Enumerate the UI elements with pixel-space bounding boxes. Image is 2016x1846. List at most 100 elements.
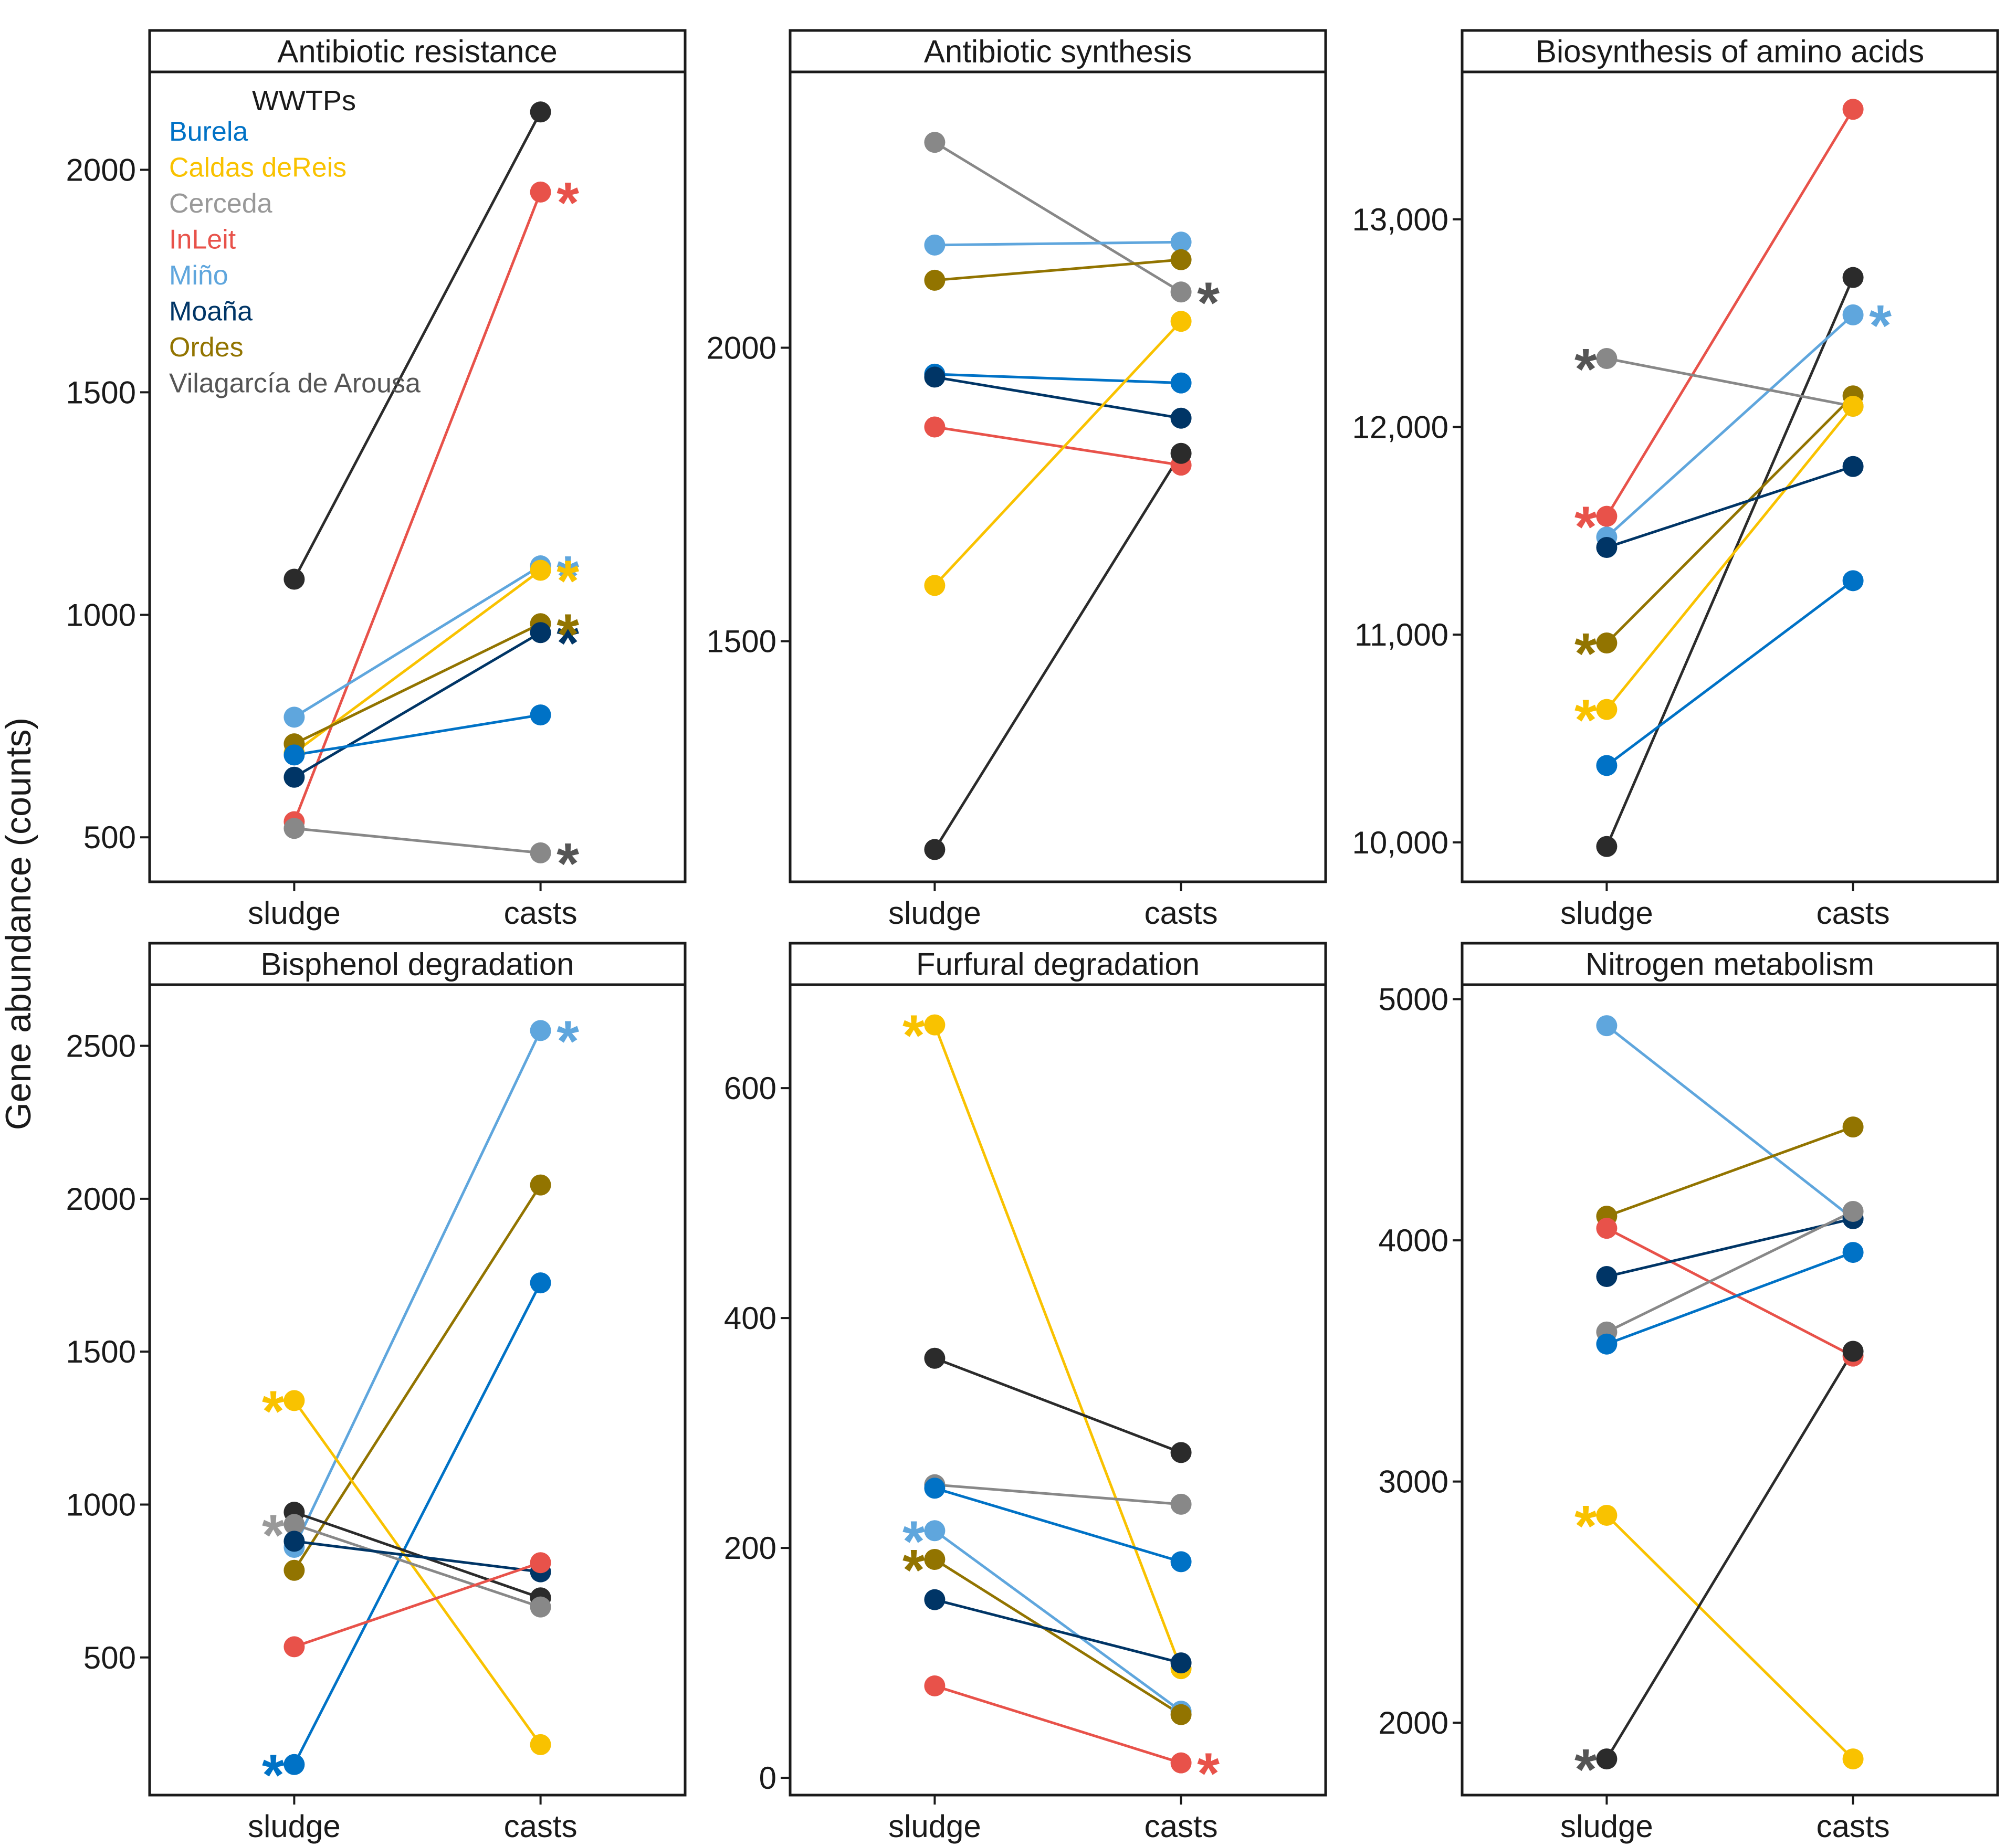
panel-4-significance-star-caldas-dereis: * bbox=[262, 1379, 285, 1443]
legend-entry-ordes: Ordes bbox=[169, 332, 244, 363]
panel-3-y-tick-label: 11,000 bbox=[1354, 617, 1448, 652]
panel-6-plot-area bbox=[1461, 983, 1999, 1797]
panel-6-point-moana-sludge bbox=[1596, 1266, 1618, 1288]
panel-3-line-caldas-dereis bbox=[1605, 405, 1854, 711]
panel-4-point-moana-sludge bbox=[284, 1531, 305, 1552]
panel-4-point-mino-casts bbox=[530, 1020, 551, 1041]
panel-1-y-tick-label: 1500 bbox=[66, 375, 136, 410]
panel-6-line-mino bbox=[1605, 1025, 1854, 1220]
panel-6-point-vilagarcia-de-arousa-sludge bbox=[1596, 1748, 1618, 1770]
panel-6-y-tick-label: 2000 bbox=[1379, 1705, 1448, 1740]
panel-1-title: Antibiotic resistance bbox=[277, 34, 558, 69]
panel-6-x-tick-label: casts bbox=[1816, 1809, 1890, 1844]
panel-1-point-moana-sludge bbox=[284, 766, 305, 788]
panel-3-line-mino bbox=[1605, 314, 1854, 539]
panel-5-point-vilagarcia-de-arousa-casts bbox=[1170, 1442, 1192, 1463]
panel-6-x-tick-label: sludge bbox=[1560, 1809, 1653, 1844]
panel-5-y-tick-label: 0 bbox=[759, 1760, 776, 1796]
panel-1-point-inleit-casts bbox=[530, 181, 551, 203]
panel-5-line-inleit bbox=[934, 1684, 1182, 1765]
panel-4-line-moana bbox=[294, 1539, 541, 1574]
panel-3-point-inleit-casts bbox=[1842, 99, 1864, 120]
panel-5-y-tick-label: 600 bbox=[724, 1071, 776, 1106]
panel-1-point-moana-casts bbox=[530, 622, 551, 644]
legend-entry-burela: Burela bbox=[169, 117, 248, 147]
panel-5-point-burela-casts bbox=[1170, 1551, 1192, 1573]
legend-title: WWTPs bbox=[252, 85, 356, 117]
panel-3-significance-star-mino: * bbox=[1869, 293, 1892, 358]
panel-6-line-burela bbox=[1606, 1251, 1854, 1346]
panel-6-line-vilagarcia-de-arousa bbox=[1605, 1351, 1854, 1760]
panel-6-significance-star-vilagarcia-de-arousa: * bbox=[1574, 1737, 1597, 1802]
panel-3-title: Biosynthesis of amino acids bbox=[1536, 34, 1924, 69]
panel-4-significance-star-burela: * bbox=[262, 1743, 285, 1808]
panel-1-point-cerceda-sludge bbox=[284, 818, 305, 839]
panel-6-point-inleit-sludge bbox=[1596, 1218, 1618, 1239]
panel-1-x-tick-label: sludge bbox=[248, 895, 341, 931]
panel-4-plot-area bbox=[148, 983, 687, 1797]
panel-4-point-burela-sludge bbox=[284, 1754, 305, 1775]
panel-3-y-tick-label: 13,000 bbox=[1352, 202, 1448, 237]
panel-2-x-tick-label: casts bbox=[1144, 895, 1218, 931]
panel-4-significance-star-mino: * bbox=[556, 1009, 579, 1073]
panel-2-point-ordes-sludge bbox=[924, 269, 946, 291]
panel-6-point-caldas-dereis-casts bbox=[1842, 1748, 1864, 1770]
panel-3-point-caldas-dereis-casts bbox=[1842, 395, 1864, 417]
panel-4-x-tick-label: casts bbox=[504, 1809, 578, 1844]
panel-4-point-ordes-sludge bbox=[284, 1559, 305, 1581]
panel-3-point-mino-casts bbox=[1842, 304, 1864, 325]
panel-3-line-vilagarcia-de-arousa bbox=[1605, 277, 1854, 847]
panel-6-point-vilagarcia-de-arousa-casts bbox=[1842, 1341, 1864, 1362]
panel-5-line-ordes bbox=[934, 1558, 1182, 1716]
panel-1-line-inleit bbox=[293, 191, 542, 822]
panel-5-significance-star-inleit: * bbox=[1197, 1742, 1220, 1806]
panel-5-line-cerceda bbox=[934, 1483, 1181, 1506]
panel-1-y-tick-label: 2000 bbox=[66, 153, 136, 188]
panel-4-point-caldas-dereis-sludge bbox=[284, 1390, 305, 1411]
panel-5-x-tick-label: casts bbox=[1144, 1809, 1218, 1844]
panel-1-significance-star-caldas-dereis: * bbox=[556, 549, 579, 614]
panel-3-significance-star-caldas-dereis: * bbox=[1574, 688, 1597, 753]
panel-4-line-cerceda bbox=[293, 1523, 541, 1609]
legend-entry-cerceda: Cerceda bbox=[169, 188, 272, 219]
panel-5-point-moana-sludge bbox=[924, 1589, 946, 1610]
panel-2-point-moana-sludge bbox=[924, 366, 946, 388]
panel-2-point-moana-casts bbox=[1170, 407, 1192, 429]
panel-3-x-tick-label: sludge bbox=[1560, 895, 1653, 931]
panel-2-x-tick-label: sludge bbox=[888, 895, 981, 931]
panel-2-point-cerceda-casts bbox=[1170, 281, 1192, 303]
panel-1-line-vilagarcia-de-arousa bbox=[293, 111, 542, 580]
panel-1-y-tick-label: 1000 bbox=[66, 597, 136, 632]
panel-6-point-cerceda-casts bbox=[1842, 1200, 1864, 1222]
panel-3-line-cerceda bbox=[1606, 357, 1854, 408]
panel-2-title: Antibiotic synthesis bbox=[924, 34, 1192, 69]
panel-2-line-moana bbox=[934, 375, 1182, 420]
panel-5-significance-star-caldas-dereis: * bbox=[902, 1004, 925, 1068]
panel-4-point-cerceda-casts bbox=[530, 1596, 551, 1618]
panel-3-plot-area bbox=[1461, 70, 1999, 883]
panel-4-significance-star-cerceda: * bbox=[262, 1503, 285, 1567]
panel-2-line-burela bbox=[934, 373, 1181, 385]
panel-4-y-tick-label: 2000 bbox=[66, 1182, 136, 1217]
panel-5-point-mino-sludge bbox=[924, 1520, 946, 1542]
panel-4-line-inleit bbox=[293, 1561, 541, 1648]
panel-5-point-moana-casts bbox=[1170, 1652, 1192, 1674]
panel-3-point-moana-casts bbox=[1842, 456, 1864, 477]
panel-4-point-burela-casts bbox=[530, 1272, 551, 1294]
legend-entry-vilagarcia-de-arousa: Vilagarcía de Arousa bbox=[169, 368, 421, 399]
panel-5-point-vilagarcia-de-arousa-sludge bbox=[924, 1347, 946, 1369]
panel-4-y-tick-label: 1000 bbox=[66, 1487, 136, 1522]
panel-2-y-tick-label: 2000 bbox=[707, 331, 776, 366]
panel-2-point-vilagarcia-de-arousa-casts bbox=[1170, 442, 1192, 464]
panel-4-strip bbox=[148, 942, 687, 986]
panel-1-line-ordes bbox=[293, 623, 541, 745]
panel-6-point-caldas-dereis-sludge bbox=[1596, 1504, 1618, 1526]
panel-3-significance-star-ordes: * bbox=[1574, 621, 1597, 686]
panel-4-y-tick-label: 2500 bbox=[66, 1029, 136, 1064]
panel-6-point-burela-sludge bbox=[1596, 1333, 1618, 1355]
panel-5-point-burela-sludge bbox=[924, 1478, 946, 1499]
panel-2-point-vilagarcia-de-arousa-sludge bbox=[924, 839, 946, 860]
legend-entry-inleit: InLeit bbox=[169, 225, 236, 255]
panel-6-line-cerceda bbox=[1606, 1210, 1854, 1333]
panel-2-line-cerceda bbox=[934, 141, 1182, 293]
